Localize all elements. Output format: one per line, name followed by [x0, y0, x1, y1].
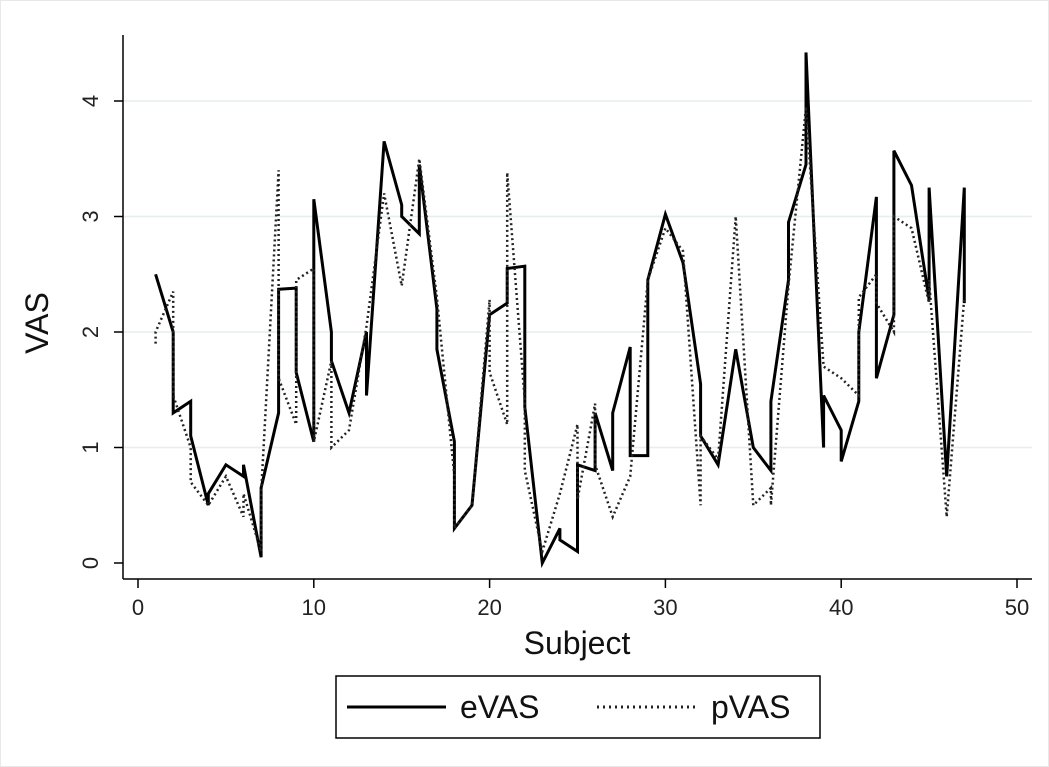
- legend-label-evas: eVAS: [460, 689, 539, 725]
- y-tick-label-4: 4: [78, 95, 103, 107]
- y-tick-label-3: 3: [78, 210, 103, 222]
- series-line-pvas: [154, 106, 966, 557]
- legend: eVAS pVAS: [335, 675, 821, 739]
- y-tick-label-0: 0: [78, 557, 103, 569]
- axes: [122, 35, 1032, 580]
- x-tick-label-1: 10: [302, 595, 326, 620]
- y-axis-title: VAS: [19, 292, 55, 354]
- series-line-evas: [154, 52, 966, 569]
- y-tick-label-2: 2: [78, 326, 103, 338]
- y-tick-label-1: 1: [78, 441, 103, 453]
- x-tick-label-3: 30: [653, 595, 677, 620]
- x-tick-label-4: 40: [829, 595, 853, 620]
- legend-label-pvas: pVAS: [711, 689, 790, 725]
- series-layer: [154, 52, 966, 569]
- x-tick-label-5: 50: [1005, 595, 1029, 620]
- x-tick-label-0: 0: [132, 595, 144, 620]
- x-ticks: 0 10 20 30 40 50: [132, 579, 1029, 620]
- y-ticks: 0 1 2 3 4: [78, 95, 123, 569]
- x-axis-title: Subject: [524, 625, 631, 661]
- x-tick-label-2: 20: [477, 595, 501, 620]
